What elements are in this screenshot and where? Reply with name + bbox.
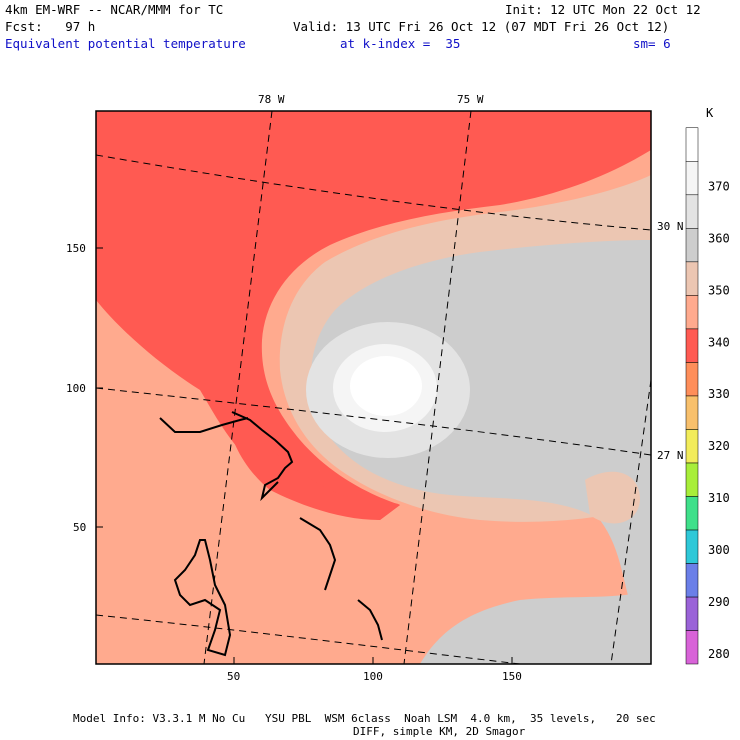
parallel-label-27n: 27 N: [657, 449, 684, 462]
colorbar-labels: 370 360 350 340 330 320 310 300 290 280: [708, 179, 730, 661]
coast-abaco: [231, 411, 294, 502]
fill-red-band: [228, 410, 400, 520]
parallel-label-30n: 30 N: [657, 220, 684, 233]
fill-tan-patch-east: [585, 471, 640, 524]
parallel-24n: [96, 614, 521, 664]
coast-eleuthera: [299, 517, 337, 591]
colorbar-swatch: [685, 295, 699, 330]
model-title: 4km EM-WRF -- NCAR/MMM for TC: [5, 2, 224, 17]
colorbar-swatch: [685, 462, 699, 497]
forecast-hour: Fcst: 97 h: [5, 19, 96, 34]
colorbar-swatch: [685, 630, 699, 665]
meridian-78w: [203, 111, 273, 664]
coastlines: [159, 411, 383, 657]
colorbar-swatch: [685, 395, 699, 430]
level-index: at k-index = 35: [340, 36, 461, 51]
colorbar-swatch: [685, 529, 699, 564]
theta-e-field: [96, 111, 651, 664]
colorbar-label-360: 360: [708, 231, 730, 245]
valid-time: Valid: 13 UTC Fri 26 Oct 12 (07 MDT Fri …: [293, 19, 670, 34]
fill-white-core: [350, 356, 422, 416]
footer-model-info: Model Info: V3.3.1 M No Cu YSU PBL WSM 6…: [73, 712, 656, 725]
colorbar-label-350: 350: [708, 283, 730, 297]
meridian-75w: [403, 111, 472, 664]
colorbar-label-340: 340: [708, 335, 730, 349]
x-tick-150: 150: [502, 670, 522, 683]
coast-grand-bahama: [159, 417, 249, 433]
colorbar-label-300: 300: [708, 543, 730, 557]
x-tick-50: 50: [227, 670, 240, 683]
colorbar-swatch: [685, 362, 699, 397]
parallel-27n: [96, 387, 651, 456]
smoothing: sm= 6: [633, 36, 671, 51]
colorbar-swatch: [685, 194, 699, 229]
colorbar-label-320: 320: [708, 439, 730, 453]
colorbar-label-280: 280: [708, 647, 730, 661]
colorbar-swatch: [685, 496, 699, 531]
colorbar-unit: K: [706, 106, 714, 120]
colorbar-swatch: [685, 596, 699, 631]
coast-exuma-cat: [357, 599, 383, 641]
meridian-label-78w: 78 W: [258, 93, 285, 106]
fill-gray-south: [420, 590, 651, 664]
meridian-label-75w: 75 W: [457, 93, 484, 106]
y-tick-150: 150: [66, 242, 86, 255]
colorbar: [685, 127, 699, 665]
colorbar-swatch: [685, 261, 699, 296]
field-name: Equivalent potential temperature: [5, 36, 246, 51]
x-tick-100: 100: [363, 670, 383, 683]
coast-andros: [173, 539, 232, 657]
colorbar-swatch: [685, 228, 699, 263]
colorbar-label-290: 290: [708, 595, 730, 609]
colorbar-swatch: [685, 127, 699, 162]
footer-diffusion: DIFF, simple KM, 2D Smagor: [353, 725, 526, 738]
init-time: Init: 12 UTC Mon 22 Oct 12: [505, 2, 701, 17]
colorbar-swatch: [685, 328, 699, 363]
y-tick-100: 100: [66, 382, 86, 395]
colorbar-swatch: [685, 563, 699, 598]
axis-ticks: [96, 247, 513, 664]
y-tick-50: 50: [73, 521, 86, 534]
colorbar-label-370: 370: [708, 179, 730, 193]
parallel-30n: [96, 154, 651, 231]
colorbar-label-330: 330: [708, 387, 730, 401]
colorbar-swatch: [685, 161, 699, 196]
colorbar-label-310: 310: [708, 491, 730, 505]
colorbar-swatch: [685, 429, 699, 464]
graticule: [96, 111, 651, 664]
